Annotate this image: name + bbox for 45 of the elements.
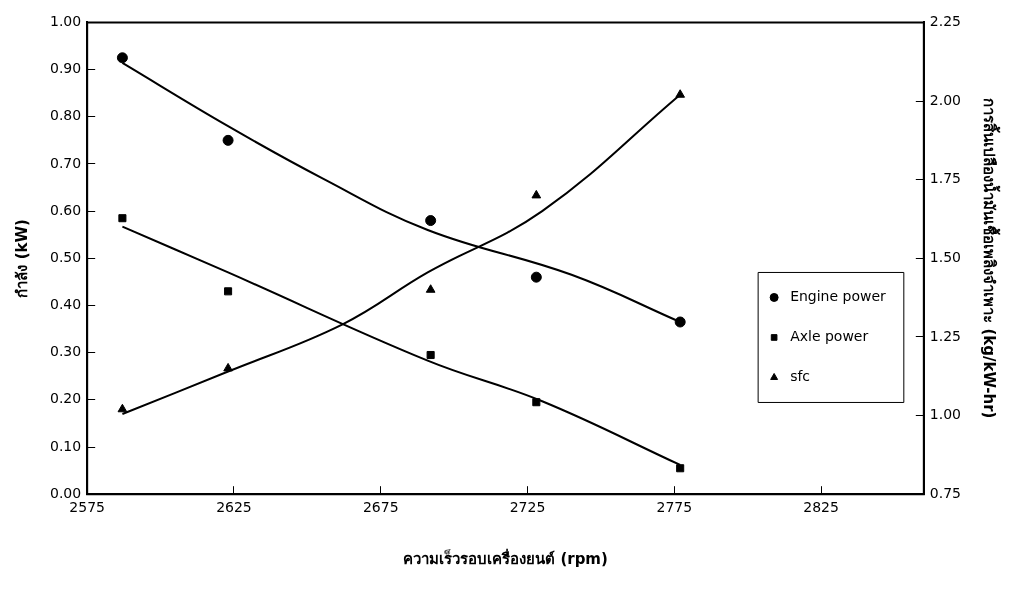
y-tick-label: 0.80 xyxy=(50,107,82,124)
x-tick-label: 2625 xyxy=(216,499,252,516)
point xyxy=(223,362,233,372)
x-tick-label: 2775 xyxy=(656,499,693,516)
legend-label: Engine power xyxy=(790,288,887,305)
y-tick-label: 0.20 xyxy=(50,390,82,407)
y-axis-title: กำลัง (kW) xyxy=(12,219,31,298)
y-tick-label: 0.10 xyxy=(50,437,82,454)
legend-label: sfc xyxy=(790,368,811,385)
y2-tick-label: 1.00 xyxy=(929,406,961,423)
x-axis-title: ความเร็วรอบเครื่องยนต์ (rpm) xyxy=(403,547,608,568)
point xyxy=(425,215,437,227)
point xyxy=(224,287,233,296)
point xyxy=(674,316,686,328)
point xyxy=(532,398,541,407)
y-tick-label: 1.00 xyxy=(50,13,82,30)
y2-tick-label: 1.25 xyxy=(929,327,961,344)
point xyxy=(675,89,685,98)
point xyxy=(531,189,542,199)
y-tick-label: 0.40 xyxy=(50,296,82,313)
y2-axis-title: การสิ้นเปลืองน้ำมันเชื้อเพลิงจำเพาะ (kg/kW-hr) xyxy=(980,98,1002,419)
x-tick-label: 2725 xyxy=(509,499,546,516)
point xyxy=(117,403,128,413)
y2-tick-label: 0.75 xyxy=(929,484,961,501)
point xyxy=(530,271,542,283)
x-tick-label: 2575 xyxy=(69,499,105,516)
y-tick-label: 0.90 xyxy=(50,60,82,77)
point xyxy=(425,284,436,293)
point xyxy=(222,134,234,146)
point xyxy=(676,464,685,473)
y-tick-label: 0.30 xyxy=(50,343,82,360)
x-tick-label: 2825 xyxy=(803,499,839,516)
point xyxy=(118,214,127,223)
legend-label: Axle power xyxy=(790,328,869,345)
y2-tick-label: 1.75 xyxy=(929,170,961,187)
point xyxy=(116,52,128,64)
y2-tick-label: 1.50 xyxy=(929,248,961,265)
x-tick-label: 2675 xyxy=(362,499,399,516)
y2-tick-label: 2.25 xyxy=(929,13,961,30)
point xyxy=(426,350,435,360)
y-tick-label: 0.60 xyxy=(50,201,82,218)
y2-tick-label: 2.00 xyxy=(929,91,961,108)
y-tick-label: 0.50 xyxy=(50,248,82,265)
y-tick-label: 0.00 xyxy=(50,484,82,501)
y-tick-label: 0.70 xyxy=(50,154,82,171)
